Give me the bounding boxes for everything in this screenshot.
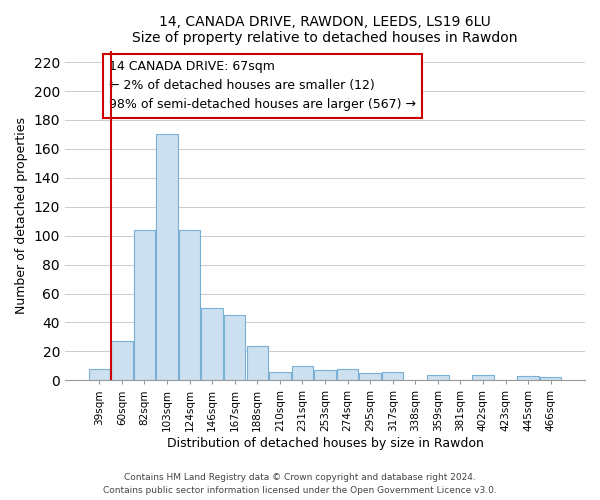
Bar [382, 372, 403, 380]
Bar [134, 230, 155, 380]
Y-axis label: Number of detached properties: Number of detached properties [15, 117, 28, 314]
Title: 14, CANADA DRIVE, RAWDON, LEEDS, LS19 6LU
Size of property relative to detached : 14, CANADA DRIVE, RAWDON, LEEDS, LS19 6L… [132, 15, 518, 45]
Bar [292, 366, 313, 380]
Bar [224, 315, 245, 380]
Bar [202, 308, 223, 380]
Bar [179, 230, 200, 380]
Bar [156, 134, 178, 380]
Bar [269, 372, 290, 380]
Bar [247, 346, 268, 380]
Bar [337, 368, 358, 380]
Text: Contains HM Land Registry data © Crown copyright and database right 2024.
Contai: Contains HM Land Registry data © Crown c… [103, 474, 497, 495]
Bar [540, 378, 562, 380]
Text: 14 CANADA DRIVE: 67sqm
← 2% of detached houses are smaller (12)
98% of semi-deta: 14 CANADA DRIVE: 67sqm ← 2% of detached … [109, 60, 416, 112]
Bar [111, 341, 133, 380]
Bar [359, 373, 381, 380]
X-axis label: Distribution of detached houses by size in Rawdon: Distribution of detached houses by size … [167, 437, 484, 450]
Bar [314, 370, 335, 380]
Bar [89, 368, 110, 380]
Bar [427, 374, 449, 380]
Bar [472, 374, 494, 380]
Bar [517, 376, 539, 380]
